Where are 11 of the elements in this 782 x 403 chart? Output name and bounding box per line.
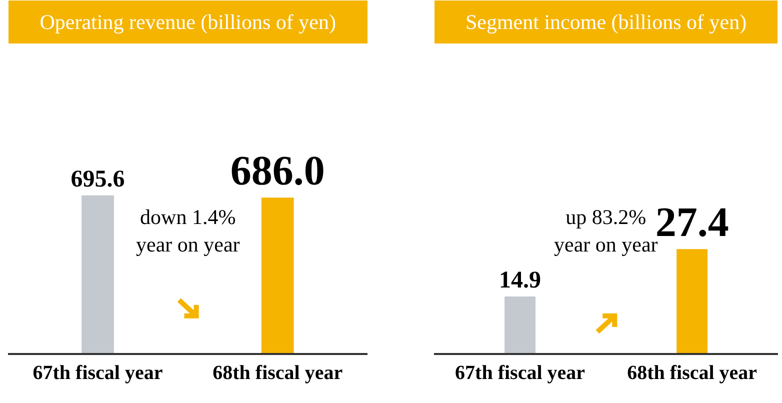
data-label: 14.9 bbox=[499, 268, 542, 294]
x-tick-label: 67th fiscal year bbox=[32, 362, 163, 384]
data-label: 695.6 bbox=[70, 166, 125, 192]
x-tick-label: 68th fiscal year bbox=[212, 362, 343, 384]
annotation: down 1.4% year on year bbox=[136, 205, 240, 256]
annotation: up 83.2% year on year bbox=[554, 205, 658, 256]
chart-title: Segment income (billions of yen) bbox=[465, 10, 747, 34]
x-tick-label: 67th fiscal year bbox=[455, 362, 586, 384]
x-tick-label: 68th fiscal year bbox=[627, 362, 758, 384]
chart-title: Operating revenue (billions of yen) bbox=[40, 10, 336, 34]
data-label: 686.0 bbox=[230, 148, 325, 195]
